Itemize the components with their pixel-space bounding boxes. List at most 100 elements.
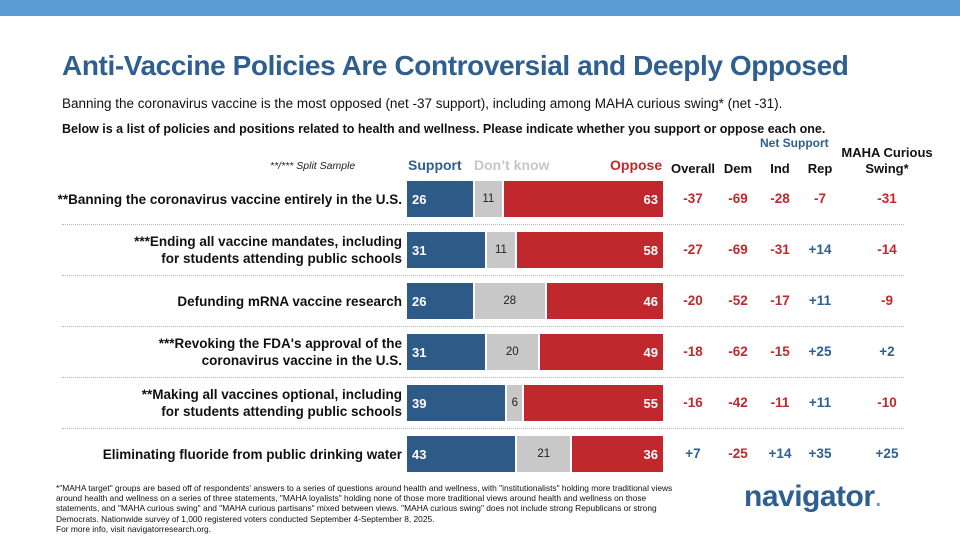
top-accent-bar [0,0,960,16]
logo-dot: . [875,489,882,511]
bar-oppose-value: 46 [643,293,658,309]
bar-support-value: 39 [412,395,427,411]
legend-dont-know: Don’t know [474,157,550,173]
net-support-value: +11 [808,395,832,410]
row-label-line: ***Revoking the FDA's approval of the [158,336,402,351]
net-support-value: -62 [728,344,748,359]
row-label-line: coronavirus vaccine in the U.S. [201,353,402,368]
row-label: ***Revoking the FDA's approval of the cor… [159,335,402,369]
net-support-value: -31 [877,191,897,206]
bar-oppose: 36 [572,436,663,472]
bar-dont-know-value: 11 [494,244,507,256]
column-header-maha: MAHA Curious Swing* [841,145,933,176]
bar-oppose-value: 55 [643,395,658,411]
net-support-value: -31 [770,242,790,257]
bar-support-value: 43 [412,446,427,462]
bar-dont-know: 21 [517,436,571,472]
bar-support-value: 26 [412,293,427,309]
row-label-line: for students attending public schools [161,404,402,419]
net-support-value: +25 [808,344,832,359]
bar-support-value: 26 [412,191,427,207]
footnote-line: statements, and "MAHA curious swing" and… [56,503,657,514]
net-support-value: -69 [728,242,748,257]
net-support-value: +35 [808,446,832,461]
row-separator [62,275,904,276]
row-label: **Banning the coronavirus vaccine entire… [58,191,402,208]
row-separator [62,326,904,327]
row-label-line: Eliminating fluoride from public drinkin… [102,446,402,462]
bar-dont-know: 28 [474,283,546,319]
footnote-line: Democrats. Nationwide survey of 1,000 re… [56,513,435,524]
net-support-value: -17 [770,293,790,308]
row-separator [62,224,904,225]
net-support-value: -37 [683,191,703,206]
page-title: Anti-Vaccine Policies Are Controversial … [62,50,849,81]
bar-oppose-value: 36 [643,446,658,462]
bar-oppose-value: 58 [643,242,658,258]
net-support-value: -20 [683,293,703,308]
bar-support: 26 [407,283,473,319]
legend-support: Support [408,157,462,173]
column-header-dem: Dem [723,161,753,176]
net-support-value: -18 [683,344,703,359]
net-support-header: Net Support [760,136,829,150]
bar-oppose: 46 [547,283,663,319]
net-support-value: +7 [685,446,701,461]
net-support-value: +11 [808,293,832,308]
bar-dont-know: 11 [487,232,515,268]
column-header-rep: Rep [807,161,833,176]
net-support-value: -7 [813,191,826,206]
bar-dont-know-value: 11 [482,193,495,205]
row-label: **Making all vaccines optional, includin… [142,386,402,420]
bar-support: 31 [407,334,486,370]
row-separator [62,377,904,378]
footnote-line: *"MAHA target" groups are based off of r… [56,483,673,493]
footnote-line: around health and wellness on a series o… [56,493,647,504]
net-support-value: -10 [877,395,897,410]
footnote: *"MAHA target" groups are based off of r… [56,483,746,534]
bar-support-value: 31 [412,344,427,360]
bar-support: 39 [407,385,506,421]
net-support-value: +14 [808,242,832,257]
net-support-value: -14 [877,242,897,257]
bar-support: 26 [407,181,473,217]
column-header-overall: Overall [670,161,716,176]
column-header-ind: Ind [770,161,790,176]
net-support-value: -9 [880,293,893,308]
net-support-value: -25 [728,446,748,461]
bar-dont-know: 6 [507,385,523,421]
page-subtitle: Banning the coronavirus vaccine is the m… [62,96,783,111]
net-support-value: -42 [728,395,748,410]
row-label: Eliminating fluoride from public drinkin… [103,446,402,463]
bar-oppose: 58 [516,232,663,268]
bar-oppose: 49 [539,334,663,370]
row-label-line: Defunding mRNA vaccine research [177,293,402,309]
net-support-value: -16 [683,395,703,410]
net-support-value: -11 [770,395,790,410]
row-label-line: **Making all vaccines optional, includin… [141,387,402,402]
net-support-value: -28 [770,191,790,206]
net-support-value: -27 [683,242,703,257]
net-support-value: +2 [879,344,895,359]
footnote-line: For more info, visit navigatorresearch.o… [56,523,211,534]
bar-dont-know-value: 6 [511,397,519,409]
bar-oppose-value: 49 [643,344,658,360]
bar-dont-know: 20 [487,334,538,370]
row-label: Defunding mRNA vaccine research [177,293,402,310]
bar-oppose-value: 63 [643,191,658,207]
net-support-value: -52 [728,293,748,308]
row-label-line: ***Ending all vaccine mandates, includin… [134,234,402,249]
navigator-logo[interactable]: navigator. [744,480,881,514]
row-label: ***Ending all vaccine mandates, includin… [134,233,402,267]
bar-dont-know-value: 20 [505,346,519,358]
bar-oppose: 63 [504,181,663,217]
net-support-value: +14 [768,446,792,461]
bar-oppose: 55 [524,385,663,421]
net-support-value: -69 [728,191,748,206]
bar-support-value: 31 [412,242,427,258]
split-sample-note: **/*** Split Sample [270,160,356,172]
bar-dont-know-value: 21 [537,448,551,460]
logo-text: navigator [744,480,875,513]
bar-support: 43 [407,436,516,472]
net-support-value: -15 [770,344,790,359]
